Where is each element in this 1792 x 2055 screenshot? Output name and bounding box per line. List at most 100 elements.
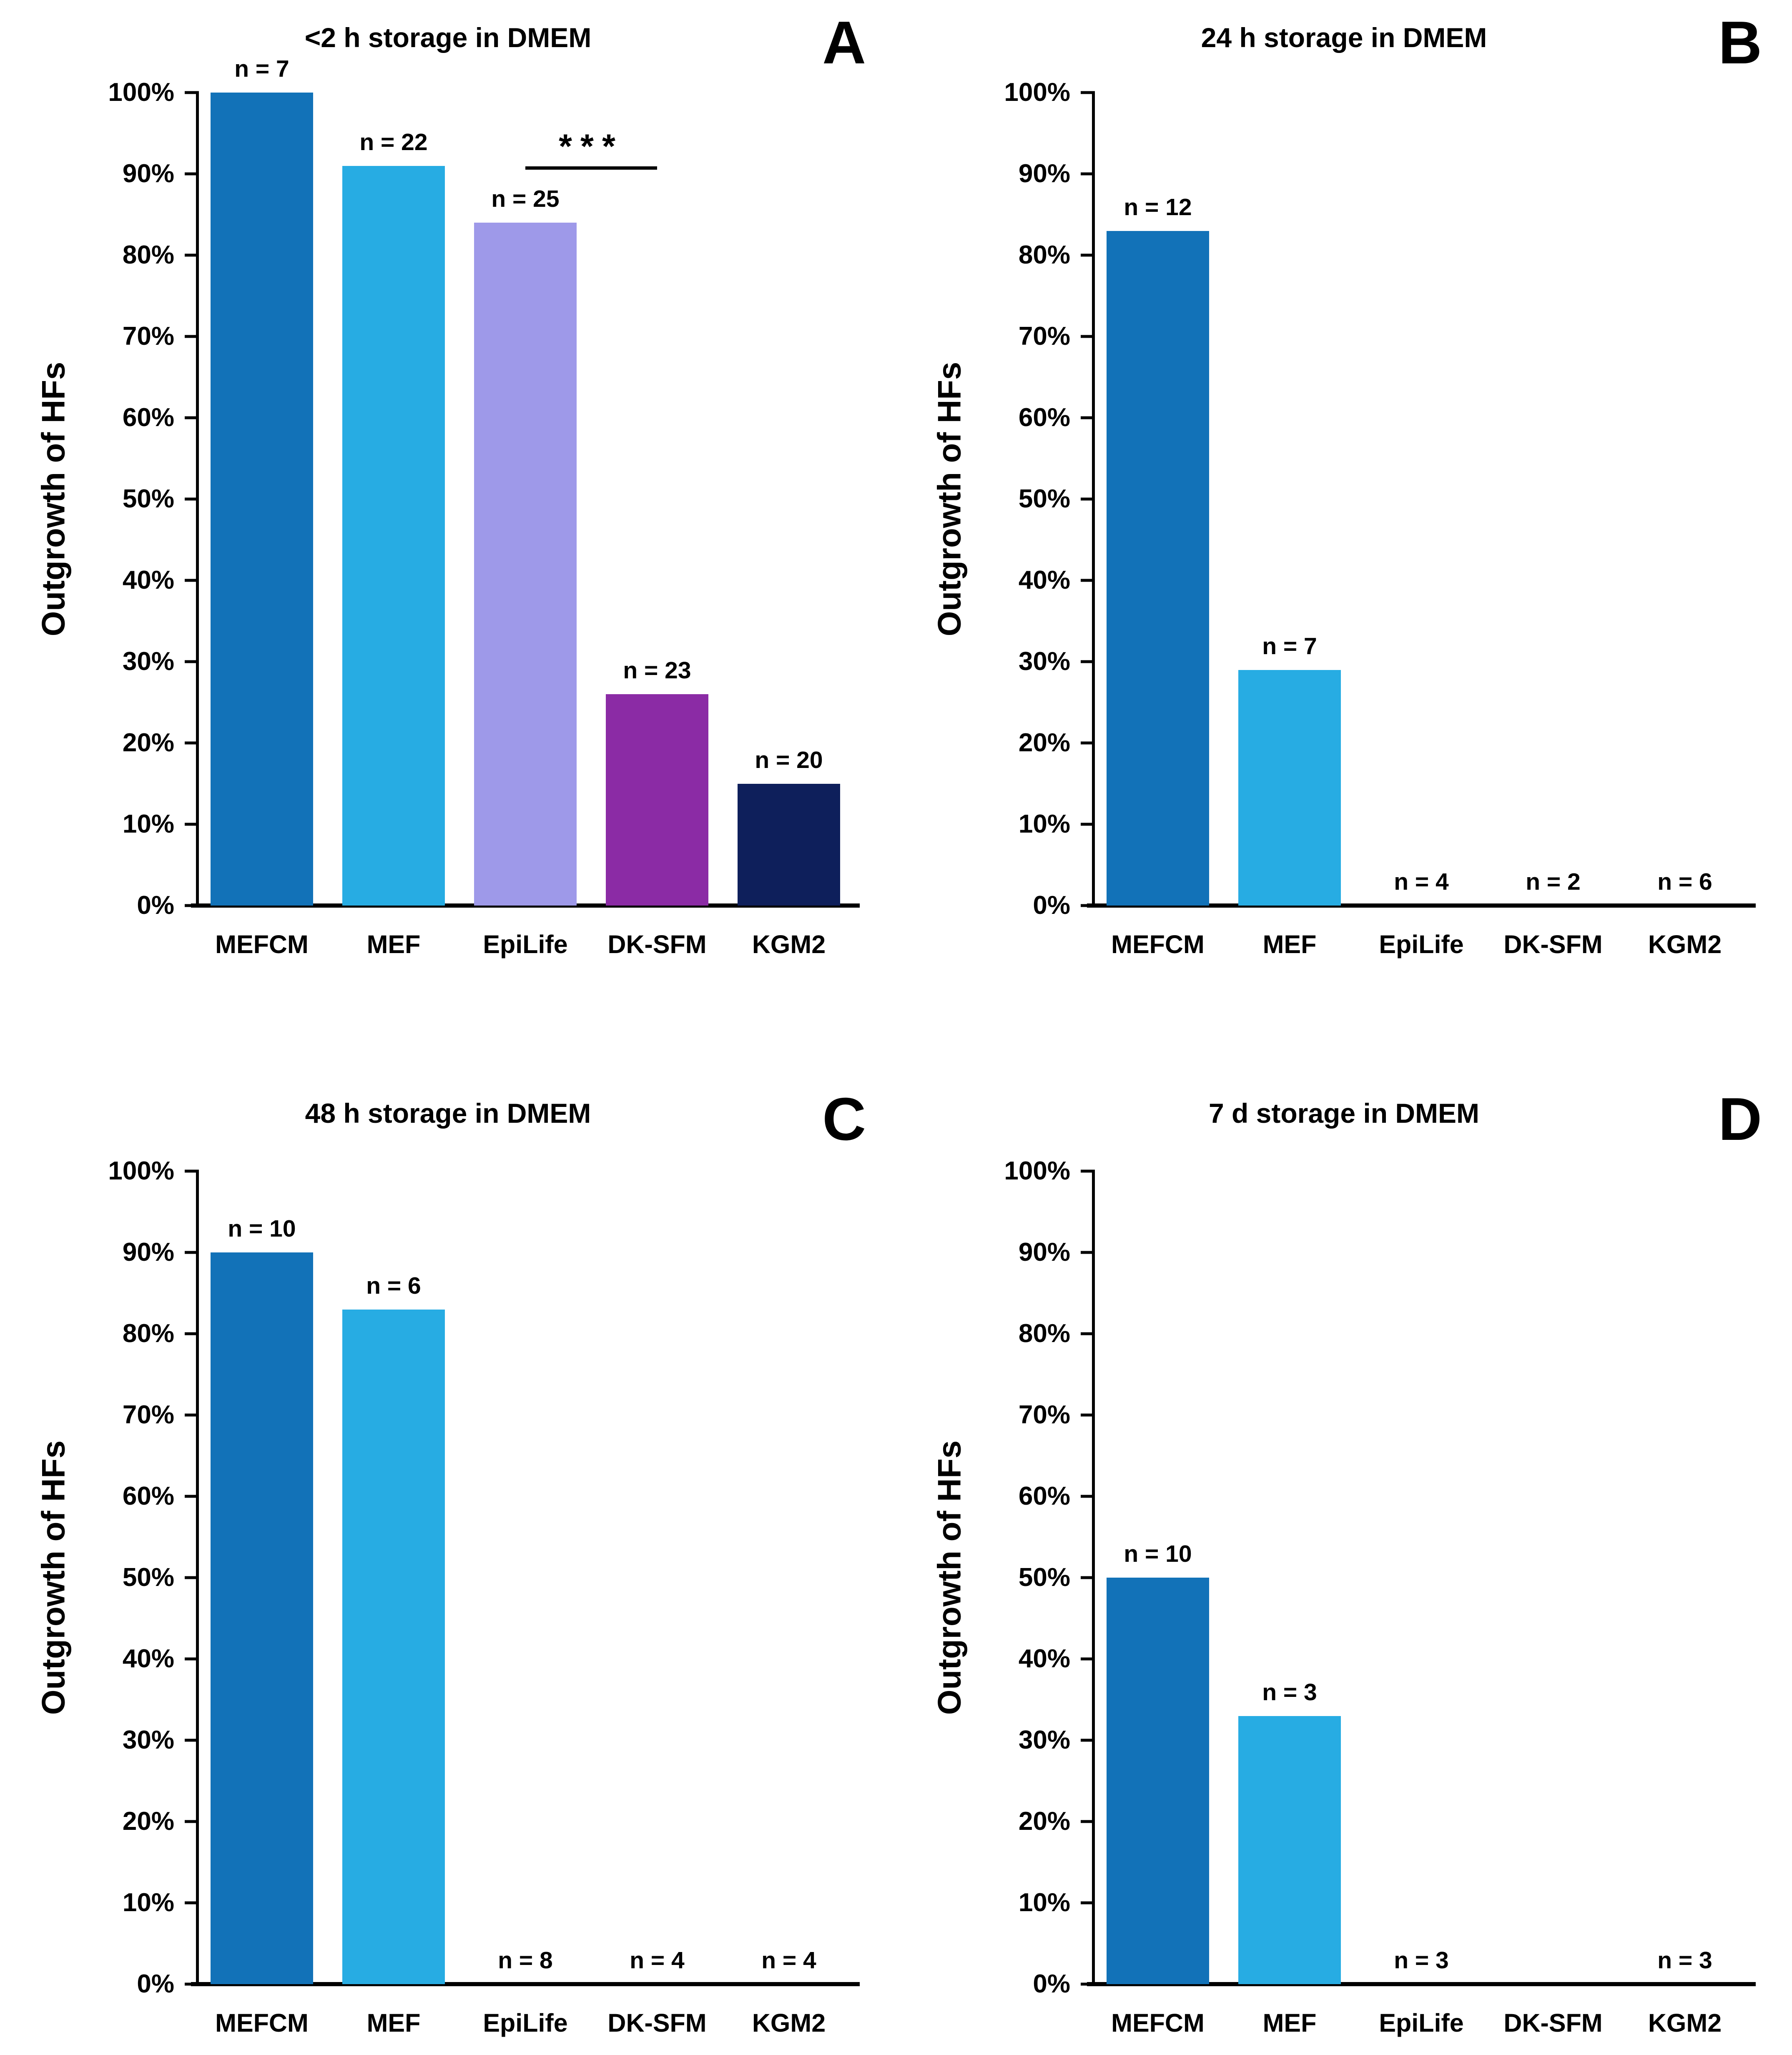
bar-slot-epilife: n = 4 EpiLife — [1355, 93, 1487, 959]
y-tick-label: 70% — [122, 1400, 174, 1429]
y-tick-label: 0% — [137, 891, 174, 920]
panel-d: 7 d storage in DMEM D Outgrowth of HFs 1… — [896, 1027, 1792, 2055]
bar-slot-kgm2: n = 20 KGM2 — [723, 93, 855, 958]
y-tick — [1081, 904, 1095, 907]
y-tick-label: 50% — [122, 1563, 174, 1592]
bar-count-label: n = 4 — [630, 1947, 685, 1974]
y-tick-label: 10% — [122, 1888, 174, 1917]
bar-kgm2 — [737, 783, 841, 906]
bar-count-label: n = 25 — [491, 186, 560, 212]
y-tick — [1081, 253, 1095, 257]
bar-slot-mef: n = 22 MEF — [328, 93, 459, 958]
bar-count-label: n = 10 — [228, 1215, 296, 1242]
x-category-label: MEFCM — [1111, 2009, 1205, 2037]
bar-count-label: n = 7 — [234, 55, 289, 82]
bar-count-label: n = 3 — [1657, 1947, 1712, 1974]
y-tick-label: 90% — [1018, 1238, 1070, 1267]
bar-slot-kgm2: n = 4 KGM2 — [723, 1171, 855, 2037]
y-tick-label: 40% — [1018, 566, 1070, 595]
y-tick-label: 90% — [122, 1238, 174, 1267]
x-category-label: MEF — [1262, 2009, 1317, 2037]
x-category-label: EpiLife — [483, 930, 568, 958]
x-category-label: KGM2 — [752, 2009, 826, 2037]
bar-slot-dk-sfm: n = 4 DK-SFM — [591, 1171, 723, 2037]
y-tick — [1081, 1982, 1095, 1986]
y-tick-label: 20% — [122, 1807, 174, 1836]
bar-count-label: n = 20 — [755, 746, 823, 773]
plot-area: 100% 90% 80% 70% 60% 50% 40% 30% 20% 10% 0% n = 7 ME… — [108, 57, 860, 958]
y-tick — [1081, 1332, 1095, 1335]
y-tick-label: 20% — [1018, 728, 1070, 757]
y-tick-label: 80% — [1018, 1319, 1070, 1348]
y-tick-label: 0% — [1033, 1970, 1070, 1998]
bar-count-label: n = 22 — [359, 128, 428, 156]
bar-slot-dk-sfm: DK-SFM — [1487, 1171, 1619, 2037]
panel-c: 48 h storage in DMEM C Outgrowth of HFs … — [0, 1027, 896, 2055]
y-tick — [1081, 1251, 1095, 1254]
bar-slot-epilife: n = 25 EpiLife — [459, 93, 591, 958]
y-tick-label: 80% — [122, 1319, 174, 1348]
y-tick — [1081, 91, 1095, 94]
bar-count-label: n = 7 — [1262, 632, 1317, 660]
x-category-label: MEFCM — [1111, 930, 1205, 958]
bar-dk-sfm — [605, 694, 709, 906]
bar-slot-dk-sfm: n = 23 DK-SFM — [591, 93, 723, 958]
significance-line — [525, 166, 657, 170]
x-category-label: EpiLife — [1379, 930, 1464, 958]
y-tick-label: 100% — [108, 78, 174, 107]
y-tick-label: 10% — [1018, 1888, 1070, 1917]
y-tick-label: 30% — [1018, 1726, 1070, 1754]
bar-count-label: n = 6 — [366, 1272, 421, 1299]
y-axis-title: Outgrowth of HFs — [35, 361, 72, 637]
plot-area: 100% 90% 80% 70% 60% 50% 40% 30% 20% 10% 0% n = 10 M… — [108, 1158, 860, 2037]
bar-mef — [342, 166, 445, 906]
y-tick — [185, 1169, 199, 1173]
bar-mef — [1238, 1716, 1341, 1984]
bar-mefcm — [1106, 231, 1210, 906]
y-tick-label: 0% — [1033, 891, 1070, 920]
bar-mef — [342, 1309, 445, 1984]
y-tick — [185, 579, 199, 582]
y-tick — [185, 1413, 199, 1417]
y-tick — [1081, 416, 1095, 419]
bar-slot-kgm2: n = 3 KGM2 — [1619, 1171, 1751, 2037]
y-tick-label: 20% — [1018, 1807, 1070, 1836]
y-tick — [185, 1495, 199, 1498]
y-tick-label: 100% — [108, 1157, 174, 1185]
x-category-label: KGM2 — [1648, 930, 1722, 958]
y-tick — [1081, 823, 1095, 826]
bar-count-label: n = 6 — [1657, 868, 1712, 895]
y-tick-label: 100% — [1004, 1157, 1070, 1185]
y-tick-label: 60% — [122, 1482, 174, 1511]
bar-mefcm — [1106, 1578, 1210, 1984]
y-tick — [1081, 1413, 1095, 1417]
x-category-label: KGM2 — [1648, 2009, 1722, 2037]
y-tick — [1081, 335, 1095, 338]
bar-count-label: n = 3 — [1262, 1679, 1317, 1706]
x-category-label: MEF — [366, 2009, 421, 2037]
y-tick — [185, 1657, 199, 1661]
y-tick — [185, 416, 199, 419]
y-tick — [1081, 1495, 1095, 1498]
y-tick — [1081, 172, 1095, 176]
x-category-label: DK-SFM — [1503, 2009, 1603, 2037]
y-tick — [1081, 1657, 1095, 1661]
panel-title: 7 d storage in DMEM — [1208, 1098, 1480, 1129]
y-tick — [1081, 1820, 1095, 1823]
y-tick — [185, 91, 199, 94]
y-tick-label: 100% — [1004, 78, 1070, 107]
panel-letter: A — [822, 9, 866, 76]
x-category-label: MEF — [1262, 930, 1317, 958]
y-tick — [1081, 1901, 1095, 1904]
y-tick-label: 90% — [122, 159, 174, 188]
y-tick — [185, 253, 199, 257]
y-tick-label: 60% — [1018, 403, 1070, 432]
y-tick-label: 10% — [1018, 810, 1070, 838]
panel-letter: D — [1718, 1085, 1762, 1153]
y-tick-label: 60% — [1018, 1482, 1070, 1511]
panel-title: 48 h storage in DMEM — [305, 1098, 591, 1129]
bar-slot-mef: n = 3 MEF — [1224, 1171, 1355, 2037]
y-tick — [1081, 497, 1095, 501]
y-tick — [185, 741, 199, 745]
